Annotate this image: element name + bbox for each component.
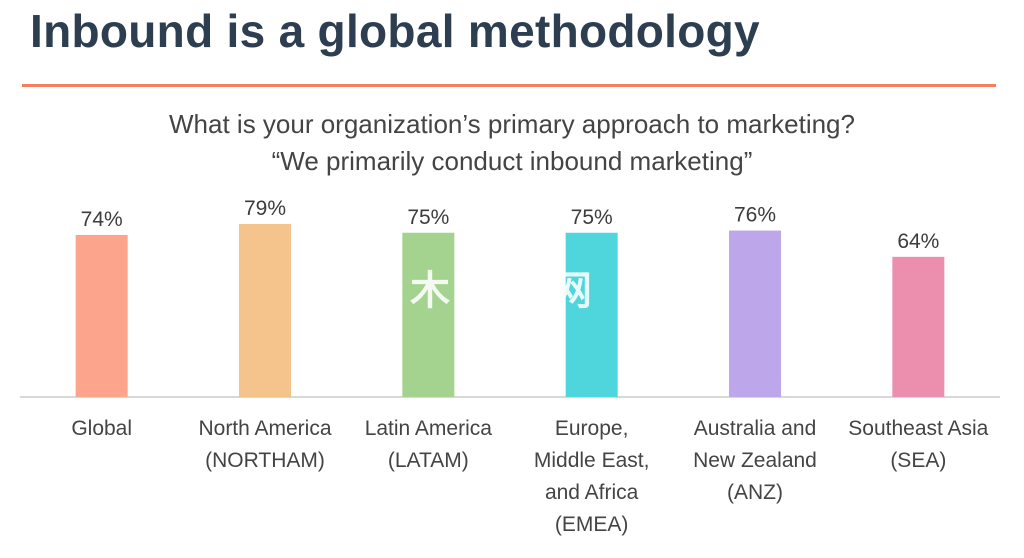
category-label-line: (EMEA) [555, 513, 629, 536]
bar [75, 234, 128, 397]
bar [729, 230, 781, 397]
category-label-line: (ANZ) [727, 481, 783, 504]
category-label: Global [71, 417, 132, 440]
category-label-line: Global [71, 417, 132, 440]
category-label: Southeast Asia (SEA) [848, 417, 988, 472]
data-label: 75% [571, 206, 613, 229]
category-label-line: (LATAM) [388, 449, 469, 472]
chart-question: What is your organization’s primary appr… [169, 109, 855, 139]
category-label-line: Middle East, [534, 449, 650, 472]
data-label: 79% [244, 197, 286, 220]
category-label-line: Europe, [555, 417, 629, 440]
bar [892, 256, 945, 397]
category-label-line: New Zealand [693, 449, 817, 472]
data-label: 74% [81, 208, 123, 231]
bar [239, 223, 291, 397]
category-label-line: (NORTHAM) [205, 449, 325, 472]
data-label: 75% [407, 206, 449, 229]
chart-subtitle-quote: “We primarily conduct inbound marketing” [271, 146, 753, 176]
watermark: 木 程网 [410, 268, 608, 314]
category-label-line: Latin America [365, 417, 493, 440]
data-label: 64% [897, 230, 939, 253]
category-label-line: Australia and [694, 417, 817, 440]
category-label-line: Southeast Asia [848, 417, 988, 440]
category-label: Latin America (LATAM) [365, 417, 493, 472]
bar [402, 232, 455, 397]
category-label: North America (NORTHAM) [198, 417, 331, 472]
title-divider [22, 84, 996, 87]
bar [565, 232, 618, 397]
slide-title: Inbound is a global methodology [30, 5, 760, 57]
data-label: 76% [734, 204, 776, 227]
category-label-line: (SEA) [890, 449, 946, 472]
category-label: Europe, Middle East, and Africa (EMEA) [534, 417, 650, 536]
category-label-line: and Africa [545, 481, 639, 504]
category-label-line: North America [198, 417, 331, 440]
category-label: Australia and New Zealand (ANZ) [693, 417, 817, 504]
